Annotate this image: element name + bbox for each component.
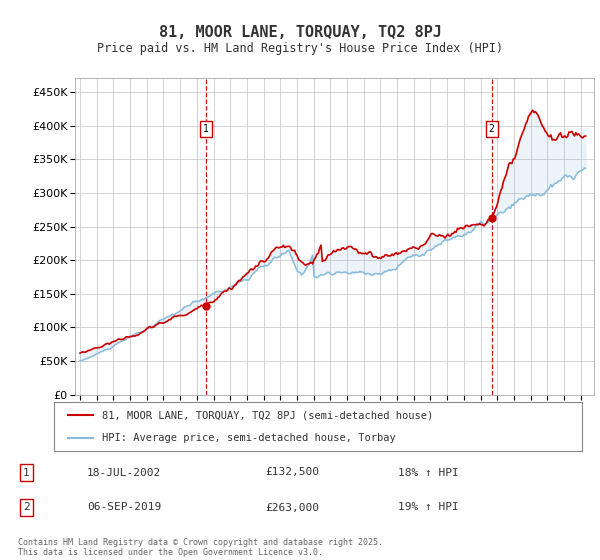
Text: 06-SEP-2019: 06-SEP-2019 bbox=[87, 502, 161, 512]
Text: Contains HM Land Registry data © Crown copyright and database right 2025.
This d: Contains HM Land Registry data © Crown c… bbox=[18, 538, 383, 557]
Text: Price paid vs. HM Land Registry's House Price Index (HPI): Price paid vs. HM Land Registry's House … bbox=[97, 42, 503, 55]
Text: 2: 2 bbox=[489, 124, 494, 134]
Text: 18-JUL-2002: 18-JUL-2002 bbox=[87, 468, 161, 478]
Text: HPI: Average price, semi-detached house, Torbay: HPI: Average price, semi-detached house,… bbox=[101, 433, 395, 444]
Text: 81, MOOR LANE, TORQUAY, TQ2 8PJ: 81, MOOR LANE, TORQUAY, TQ2 8PJ bbox=[158, 25, 442, 40]
Text: 2: 2 bbox=[23, 502, 30, 512]
Text: 81, MOOR LANE, TORQUAY, TQ2 8PJ (semi-detached house): 81, MOOR LANE, TORQUAY, TQ2 8PJ (semi-de… bbox=[101, 410, 433, 421]
Text: 19% ↑ HPI: 19% ↑ HPI bbox=[398, 502, 458, 512]
Text: £263,000: £263,000 bbox=[265, 502, 319, 512]
Text: 1: 1 bbox=[203, 124, 209, 134]
Text: 18% ↑ HPI: 18% ↑ HPI bbox=[398, 468, 458, 478]
Text: 1: 1 bbox=[23, 468, 30, 478]
Text: £132,500: £132,500 bbox=[265, 468, 319, 478]
